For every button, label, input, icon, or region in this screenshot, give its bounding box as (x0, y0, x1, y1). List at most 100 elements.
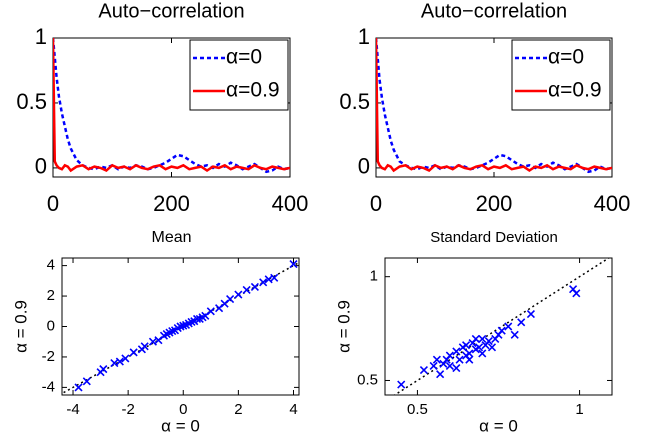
marker (462, 341, 471, 350)
legend-label: α=0 (548, 46, 584, 69)
y-tick-label: -4 (42, 378, 55, 395)
marker (465, 349, 474, 358)
x-axis-label: Standard Deviation (430, 229, 558, 246)
x-tick-label: -4 (66, 401, 79, 418)
marker (517, 318, 526, 327)
x-tick-label: 1 (575, 401, 583, 418)
y-tick-label: 4 (47, 257, 55, 274)
y-tick-label: 0 (358, 154, 370, 179)
marker (465, 355, 474, 364)
marker (484, 336, 493, 346)
marker (250, 282, 259, 291)
x-tick-label: 400 (594, 191, 631, 216)
marker (497, 326, 506, 335)
plot-area (393, 258, 611, 395)
marker (226, 295, 235, 304)
legend-box (511, 39, 611, 111)
marker (129, 348, 138, 357)
marker (192, 314, 202, 323)
marker (168, 327, 177, 336)
marker (234, 290, 243, 299)
subplot: α = 0 α = 0.9 -4 -2 0 2 4 -4 -2 0 2 4 (11, 257, 300, 435)
axes-box (384, 257, 613, 396)
y-tick-label: 0 (47, 317, 55, 334)
marker (526, 309, 535, 319)
series-line (376, 38, 612, 173)
marker (510, 330, 519, 339)
y-tick-label: 1 (35, 24, 47, 49)
marker (270, 273, 279, 282)
y-tick-label: 1 (358, 24, 370, 49)
marker (187, 317, 196, 326)
marker (478, 334, 487, 344)
chart-title: Auto−correlation (421, 0, 567, 22)
y-tick-label: 0.5 (16, 89, 47, 114)
marker (478, 349, 487, 358)
marker (432, 355, 441, 364)
marker (452, 347, 461, 356)
marker (572, 289, 581, 298)
marker (419, 366, 428, 375)
legend-label: α=0.9 (226, 79, 280, 102)
marker (110, 358, 119, 368)
marker (504, 322, 513, 331)
x-tick-label: 2 (234, 401, 242, 418)
marker (259, 278, 268, 287)
marker (429, 361, 438, 371)
x-tick-label: 0 (370, 191, 382, 216)
marker (264, 275, 273, 284)
x-tick-label: 0.5 (407, 401, 428, 418)
marker (121, 354, 130, 363)
marker (452, 363, 461, 373)
x-axis-label: α = 0 (479, 416, 518, 435)
legend: α=0 α=0.9 (511, 39, 611, 111)
y-axis-label: α = 0.9 (334, 300, 353, 353)
x-axis-label: α = 0 (161, 416, 200, 435)
x-tick-label: -2 (121, 401, 134, 418)
marker (179, 321, 188, 330)
legend-box (189, 39, 289, 111)
marker (487, 343, 497, 352)
legend-label: α=0 (226, 46, 262, 69)
y-axis-label: α = 0.9 (11, 300, 30, 353)
marker (455, 355, 464, 364)
marker (445, 361, 454, 371)
marker (436, 370, 445, 379)
series-line (53, 38, 290, 173)
marker (82, 377, 91, 386)
y-tick-label: 0.5 (357, 371, 378, 388)
legend: α=0 α=0.9 (189, 39, 289, 111)
subplot: Auto−correlation Mean 0 200 400 0 0.5 1 α=0 α=0.9 (16, 0, 308, 246)
marker (289, 260, 298, 269)
y-tick-label: 1 (370, 268, 378, 285)
chart-title: Auto−correlation (98, 0, 244, 22)
marker (74, 383, 83, 392)
legend-label: α=0.9 (548, 79, 602, 102)
x-tick-label: 4 (289, 401, 297, 418)
marker (442, 355, 451, 364)
marker (471, 334, 480, 344)
y-tick-label: 2 (47, 287, 55, 304)
plot-area (53, 38, 290, 174)
x-tick-label: 200 (476, 191, 513, 216)
marker (99, 365, 108, 374)
plot-area (62, 260, 299, 395)
plot-area (376, 38, 612, 174)
marker (206, 307, 215, 316)
marker (140, 342, 149, 351)
x-tick-label: 200 (153, 191, 190, 216)
x-tick-label: 400 (272, 191, 309, 216)
x-tick-label: 0 (179, 401, 187, 418)
subplot: Auto−correlation Standard Deviation 0 200 40… (339, 0, 630, 246)
marker (115, 357, 124, 366)
marker (148, 337, 158, 346)
marker (474, 343, 484, 352)
y-tick-label: -2 (42, 348, 55, 365)
x-tick-label: 0 (47, 191, 59, 216)
y-tick-label: 0 (35, 154, 47, 179)
y-tick-label: 0.5 (339, 89, 370, 114)
x-axis-label: Mean (151, 229, 191, 246)
subplot: α = 0 α = 0.9 0.5 1 0.5 1 (334, 257, 613, 435)
marker (397, 380, 406, 389)
